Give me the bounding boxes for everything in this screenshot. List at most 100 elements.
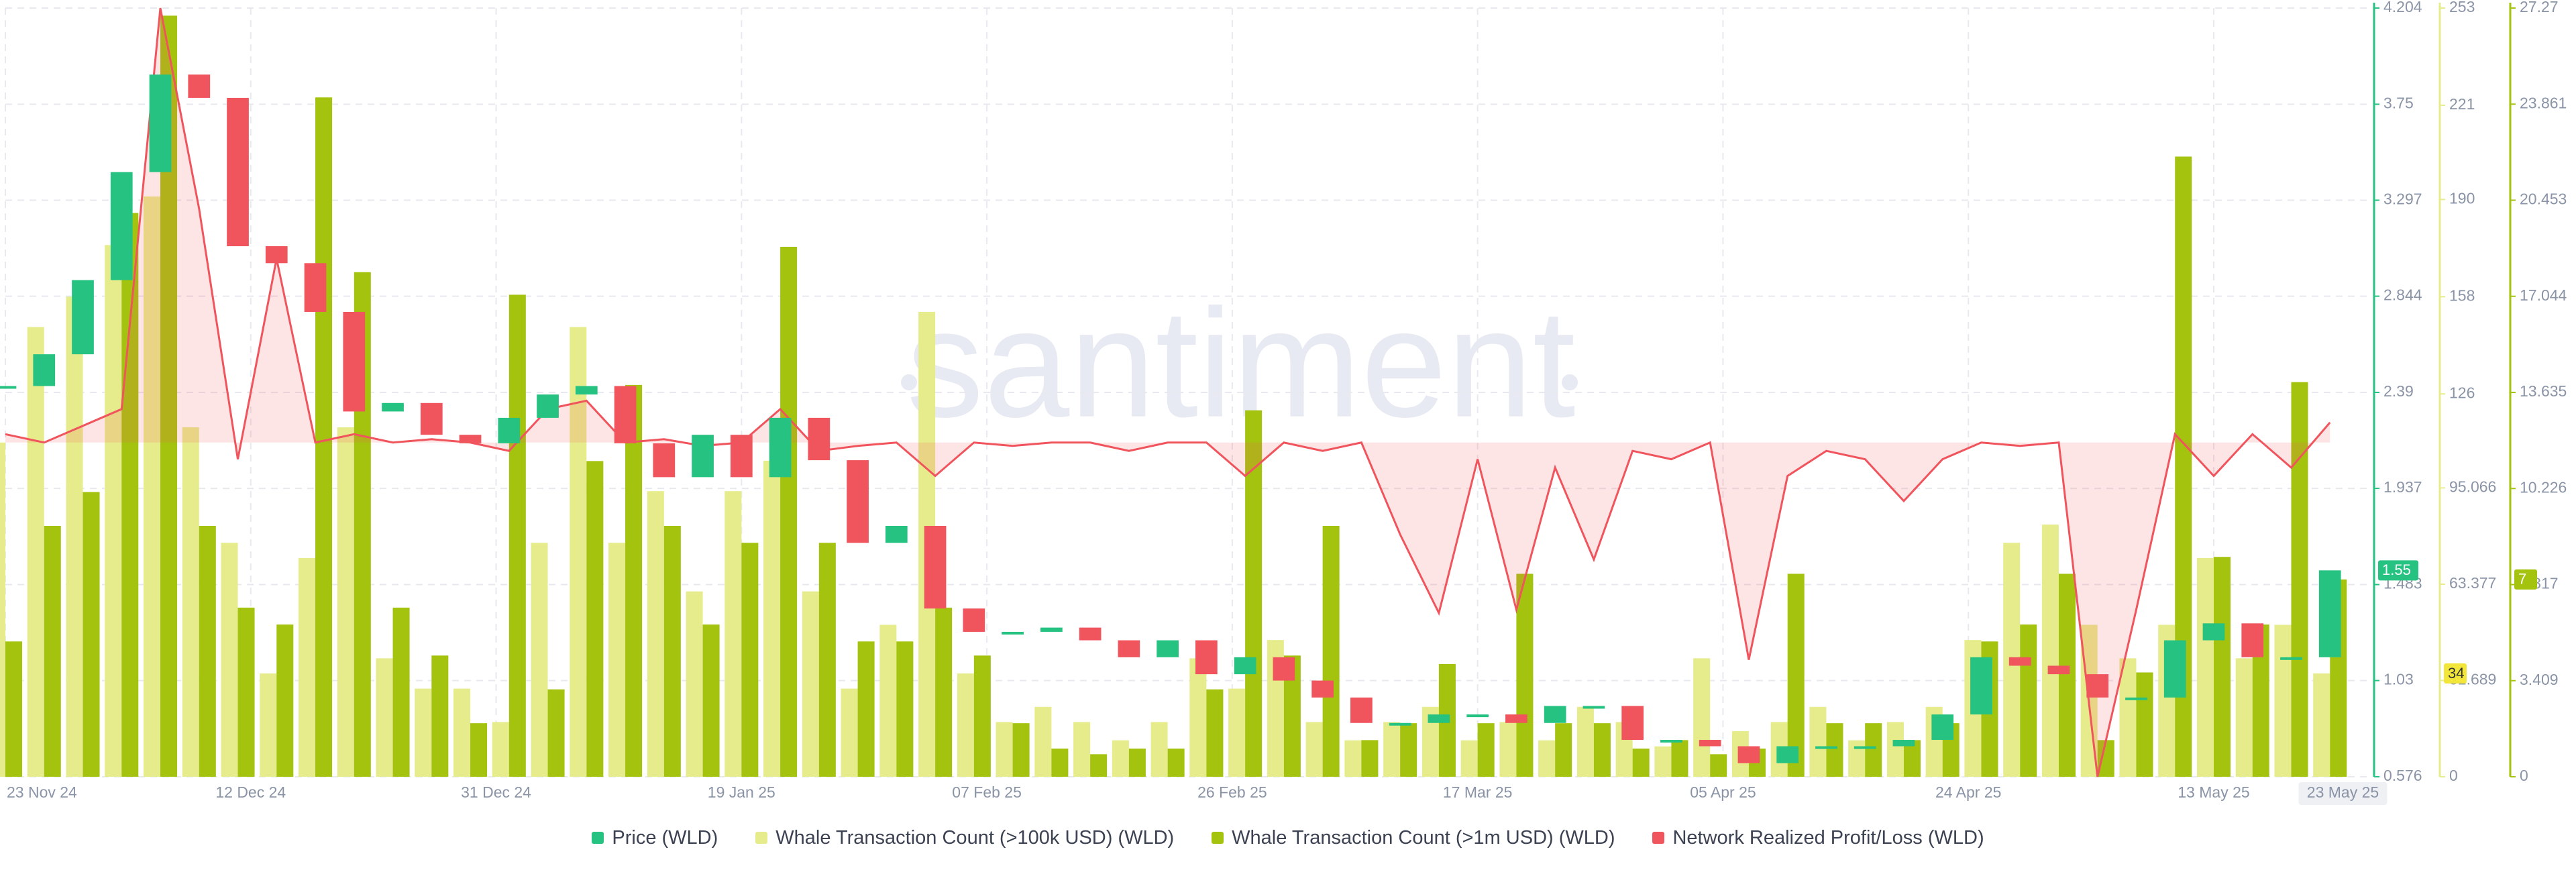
candle bbox=[1040, 627, 1063, 632]
watermark: santiment bbox=[901, 277, 1578, 449]
bar bbox=[337, 427, 354, 777]
bar bbox=[957, 673, 974, 777]
bar bbox=[586, 461, 604, 777]
bar bbox=[935, 607, 953, 777]
bar bbox=[1632, 748, 1650, 777]
bar bbox=[415, 688, 432, 777]
bar bbox=[143, 196, 161, 777]
candle bbox=[692, 435, 714, 478]
bar bbox=[879, 624, 897, 777]
bar bbox=[857, 641, 875, 777]
bar bbox=[1886, 722, 1904, 777]
last-value-label: 7 bbox=[2518, 571, 2526, 588]
bar bbox=[199, 525, 216, 777]
bar bbox=[2213, 557, 2231, 777]
candle bbox=[1815, 746, 1837, 749]
candle bbox=[575, 386, 598, 395]
bar bbox=[2058, 574, 2076, 777]
x-tick-label: 26 Feb 25 bbox=[1197, 783, 1267, 801]
y-tick-label: 2.844 bbox=[2383, 286, 2422, 304]
x-tick-label: 17 Mar 25 bbox=[1443, 783, 1513, 801]
y-tick-label: 27.27 bbox=[2520, 0, 2559, 15]
bar bbox=[1150, 722, 1168, 777]
x-tick-label: 23 May 25 bbox=[2307, 783, 2379, 801]
bar bbox=[2041, 525, 2059, 777]
bar bbox=[2313, 673, 2330, 777]
bar bbox=[1516, 574, 1534, 777]
candle bbox=[2202, 623, 2225, 641]
y-tick-label: 253 bbox=[2449, 0, 2475, 15]
legend-item[interactable]: Network Realized Profit/Loss (WLD) bbox=[1652, 827, 1984, 849]
candle bbox=[2047, 665, 2070, 675]
candle bbox=[614, 386, 637, 443]
candle bbox=[1970, 657, 1992, 715]
legend-item[interactable]: Whale Transaction Count (>100k USD) (WLD… bbox=[755, 827, 1174, 849]
bar bbox=[44, 525, 61, 777]
bar bbox=[2196, 557, 2214, 777]
candle bbox=[72, 280, 94, 355]
candle bbox=[2318, 570, 2341, 657]
bar bbox=[276, 624, 294, 777]
bar bbox=[818, 543, 836, 777]
bar bbox=[996, 722, 1013, 777]
candle bbox=[2163, 640, 2186, 698]
watermark-dot bbox=[1562, 374, 1578, 390]
bar bbox=[1189, 658, 1207, 777]
candle bbox=[498, 417, 521, 443]
bar bbox=[531, 543, 548, 777]
y-tick-label: 0 bbox=[2520, 767, 2528, 784]
bar bbox=[1090, 754, 1108, 777]
candle bbox=[265, 246, 288, 264]
legend: Price (WLD) Whale Transaction Count (>100… bbox=[0, 822, 2576, 853]
bar bbox=[2097, 740, 2114, 777]
bar bbox=[105, 245, 122, 777]
watermark-text: santiment bbox=[906, 277, 1575, 449]
candle bbox=[1428, 714, 1450, 723]
y-tick-label: 3.75 bbox=[2383, 94, 2414, 111]
candle bbox=[1892, 740, 1915, 747]
y-tick-label: 3.297 bbox=[2383, 190, 2422, 208]
y-tick-label: 1.03 bbox=[2383, 671, 2414, 688]
y-tick-label: 158 bbox=[2449, 286, 2475, 304]
candle bbox=[1621, 706, 1644, 741]
watermark-dot bbox=[901, 374, 917, 390]
bar bbox=[83, 492, 100, 777]
candle bbox=[382, 402, 404, 412]
x-tick-label: 05 Apr 25 bbox=[1690, 783, 1756, 801]
bar bbox=[1460, 740, 1478, 777]
legend-label: Price (WLD) bbox=[612, 826, 718, 849]
bar bbox=[1128, 748, 1146, 777]
bar bbox=[2020, 624, 2037, 777]
y-tick-label: 4.204 bbox=[2383, 0, 2422, 15]
legend-item[interactable]: Price (WLD) bbox=[592, 827, 718, 849]
bar bbox=[570, 327, 587, 777]
bar bbox=[315, 97, 333, 777]
candle bbox=[2280, 657, 2302, 660]
candle bbox=[2008, 657, 2031, 666]
bar bbox=[1245, 410, 1263, 777]
bar bbox=[376, 658, 393, 777]
y-tick-label: 17.044 bbox=[2520, 286, 2567, 304]
legend-swatch bbox=[1212, 832, 1224, 844]
legend-label: Whale Transaction Count (>100k USD) (WLD… bbox=[775, 826, 1175, 849]
area-line bbox=[5, 7, 2331, 777]
bar bbox=[2274, 624, 2292, 777]
bar bbox=[625, 384, 643, 777]
candle bbox=[769, 417, 792, 478]
bar bbox=[1787, 574, 1805, 777]
bar bbox=[1305, 722, 1323, 777]
bar bbox=[492, 722, 509, 777]
candle bbox=[1776, 746, 1799, 763]
candle bbox=[924, 526, 947, 609]
bar bbox=[1012, 723, 1030, 777]
legend-item[interactable]: Whale Transaction Count (>1m USD) (WLD) bbox=[1212, 827, 1615, 849]
bar bbox=[1112, 740, 1129, 777]
x-tick-label: 23 Nov 24 bbox=[7, 783, 77, 801]
bar bbox=[647, 491, 664, 777]
candle bbox=[1737, 746, 1760, 763]
candle bbox=[1505, 714, 1527, 723]
x-tick-label: 24 Apr 25 bbox=[1935, 783, 2001, 801]
candle bbox=[0, 386, 17, 389]
legend-swatch bbox=[592, 832, 604, 844]
bar bbox=[1848, 740, 1866, 777]
